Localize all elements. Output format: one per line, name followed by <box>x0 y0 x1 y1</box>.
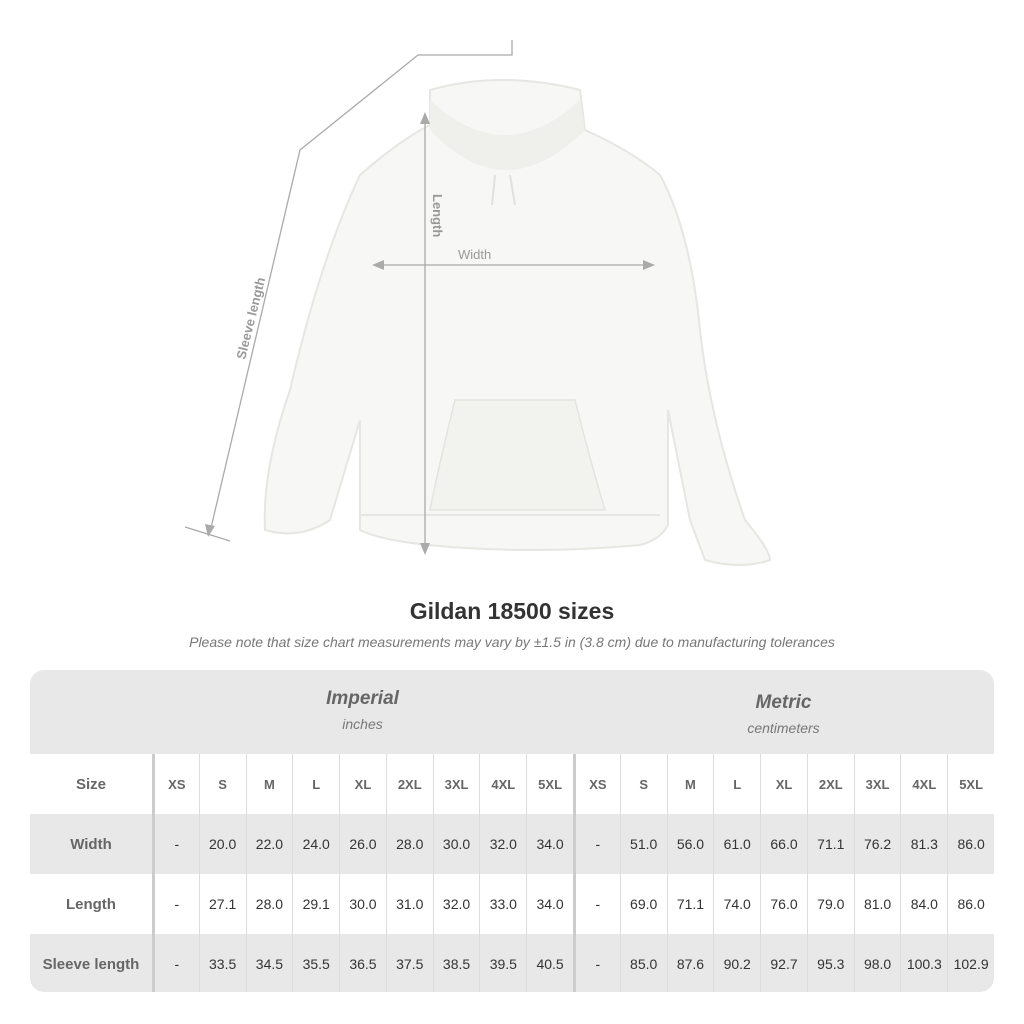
cell-metric: 66.0 <box>760 814 807 874</box>
cell-imperial: 33.0 <box>479 874 526 934</box>
size-header-imperial-5xl: 5XL <box>526 754 573 814</box>
cell-metric: 51.0 <box>619 814 667 874</box>
row-label: Length <box>65 895 116 913</box>
page-title: Gildan 18500 sizes <box>409 598 615 624</box>
cell-imperial: - <box>151 874 199 934</box>
size-header-metric-2xl: 2XL <box>806 754 854 814</box>
size-header-metric-xl: XL <box>760 754 807 814</box>
cell-imperial: 28.0 <box>245 874 293 934</box>
cell-imperial: 30.0 <box>339 874 386 934</box>
size-header-imperial-l: L <box>292 754 339 814</box>
cell-imperial: 34.5 <box>245 934 293 992</box>
size-header-imperial-4xl: 4XL <box>479 754 526 814</box>
cell-imperial: 29.1 <box>292 874 339 934</box>
cell-imperial: 34.0 <box>526 814 573 874</box>
cell-metric: 95.3 <box>806 934 854 992</box>
cell-metric: 81.0 <box>853 874 901 934</box>
cell-imperial: 27.1 <box>198 874 246 934</box>
metric-group: Metric centimeters <box>573 692 994 736</box>
cell-metric: 85.0 <box>619 934 667 992</box>
cell-imperial: - <box>151 934 199 992</box>
hoodie-image <box>263 79 772 566</box>
table-row-length: Length -27.1 28.0 29.1 30.0 31.0 32.0 33.0 34.0-… <box>30 874 994 934</box>
cell-imperial: 33.5 <box>198 934 246 992</box>
metric-title: Metric <box>755 692 812 713</box>
size-row: Size XS S M L XL 2XL 3XL 4XL 5XL XS S M L XL 2XL 3XL 4XL… <box>30 754 994 814</box>
row-label: Width <box>70 835 112 853</box>
imperial-title: Imperial <box>326 688 399 709</box>
cell-metric: 90.2 <box>713 934 760 992</box>
cell-metric: 86.0 <box>947 814 994 874</box>
cell-metric: 71.1 <box>666 874 714 934</box>
cell-metric: 98.0 <box>853 934 901 992</box>
cell-metric: - <box>572 874 620 934</box>
cell-metric: 84.0 <box>900 874 947 934</box>
cell-metric: 81.3 <box>900 814 947 874</box>
size-header-metric-5xl: 5XL <box>947 754 994 814</box>
row-label: Sleeve length <box>42 955 140 973</box>
cell-metric: 76.0 <box>760 874 807 934</box>
cell-metric: 69.0 <box>619 874 667 934</box>
hoodie-illustration: Sleeve length Length Width <box>184 40 772 566</box>
cell-metric: 86.0 <box>947 874 994 934</box>
length-label: Length <box>430 194 445 237</box>
cell-imperial: 32.0 <box>432 874 480 934</box>
table-row-sleeve-length: Sleeve length -33.5 34.5 35.5 36.5 37.5 38.5 39… <box>30 934 994 992</box>
cell-imperial: 35.5 <box>292 934 339 992</box>
size-header-imperial-2xl: 2XL <box>385 754 433 814</box>
cell-imperial: 39.5 <box>479 934 526 992</box>
size-header: Size <box>75 775 106 793</box>
cell-imperial: - <box>151 814 199 874</box>
cell-imperial: 40.5 <box>526 934 573 992</box>
cell-imperial: 36.5 <box>339 934 386 992</box>
imperial-group: Imperial inches <box>152 688 573 732</box>
table-row-width: Width -20.0 22.0 24.0 26.0 28.0 30.0 32.0 34.0-5… <box>30 814 994 874</box>
size-header-metric-m: M <box>666 754 714 814</box>
size-header-metric-3xl: 3XL <box>853 754 901 814</box>
cell-imperial: 20.0 <box>198 814 246 874</box>
width-label: Width <box>458 247 491 262</box>
sleeve-length-label: Sleeve length <box>233 276 268 361</box>
metric-unit: centimeters <box>747 720 820 736</box>
size-header-metric-l: L <box>713 754 760 814</box>
cell-imperial: 30.0 <box>432 814 480 874</box>
size-header-metric-s: S <box>619 754 667 814</box>
cell-metric: 102.9 <box>947 934 994 992</box>
size-header-metric-4xl: 4XL <box>900 754 947 814</box>
imperial-unit: inches <box>342 716 383 732</box>
cell-metric: 92.7 <box>760 934 807 992</box>
cell-imperial: 31.0 <box>385 874 433 934</box>
cell-metric: 79.0 <box>806 874 854 934</box>
cell-imperial: 32.0 <box>479 814 526 874</box>
cell-metric: 56.0 <box>666 814 714 874</box>
size-header-imperial-s: S <box>198 754 246 814</box>
size-header-imperial-xl: XL <box>339 754 386 814</box>
measurement-lines <box>184 40 652 552</box>
cell-metric: - <box>572 934 620 992</box>
cell-metric: 61.0 <box>713 814 760 874</box>
size-header-imperial-3xl: 3XL <box>432 754 480 814</box>
cell-metric: - <box>572 814 620 874</box>
cell-metric: 87.6 <box>666 934 714 992</box>
cell-imperial: 28.0 <box>385 814 433 874</box>
size-header-imperial-m: M <box>245 754 293 814</box>
cell-imperial: 38.5 <box>432 934 480 992</box>
cell-metric: 71.1 <box>806 814 854 874</box>
cell-imperial: 22.0 <box>245 814 293 874</box>
size-header-metric-xs: XS <box>572 754 620 814</box>
cell-imperial: 26.0 <box>339 814 386 874</box>
size-header-imperial-xs: XS <box>151 754 199 814</box>
cell-metric: 74.0 <box>713 874 760 934</box>
tolerance-note: Please note that size chart measurements… <box>189 634 835 650</box>
size-table: Imperial inches Metric centimeters Size … <box>30 670 994 992</box>
cell-metric: 100.3 <box>900 934 947 992</box>
cell-imperial: 34.0 <box>526 874 573 934</box>
cell-metric: 76.2 <box>853 814 901 874</box>
cell-imperial: 24.0 <box>292 814 339 874</box>
sleeve-length-line <box>209 40 513 533</box>
cell-imperial: 37.5 <box>385 934 433 992</box>
table-header: Imperial inches Metric centimeters <box>30 670 994 754</box>
